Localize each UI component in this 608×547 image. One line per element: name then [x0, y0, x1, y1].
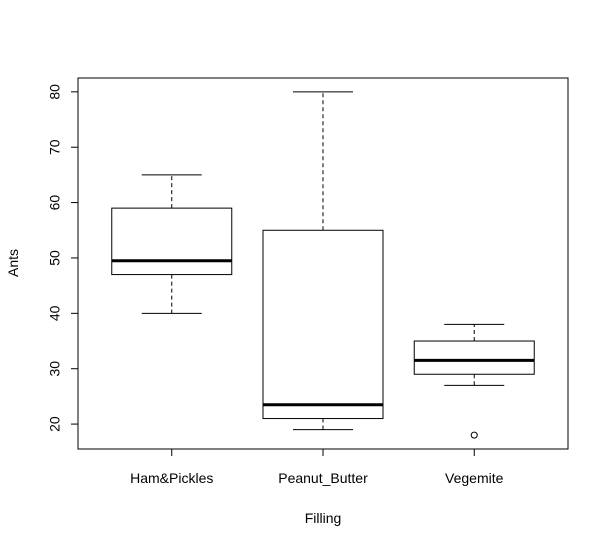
- y-tick-label: 60: [47, 195, 63, 211]
- y-tick-label: 50: [47, 250, 63, 266]
- y-tick-label: 20: [47, 416, 63, 432]
- iqr-box: [413, 340, 535, 375]
- y-axis-title: Ants: [5, 249, 21, 277]
- x-axis-title: Filling: [305, 510, 342, 526]
- x-tick-label: Peanut_Butter: [278, 470, 368, 486]
- y-tick-label: 40: [47, 305, 63, 321]
- x-axis-ticks: Ham&Pickles Peanut_Butter Vegemite: [130, 449, 504, 486]
- x-tick-label: Vegemite: [445, 470, 504, 486]
- box-Ham&Pickles: [111, 174, 233, 314]
- box-Vegemite: [413, 323, 535, 439]
- y-tick-label: 70: [47, 139, 63, 155]
- iqr-box: [262, 229, 384, 420]
- iqr-box: [111, 207, 233, 276]
- outlier-point: [470, 431, 478, 439]
- boxes-group: [111, 91, 535, 439]
- y-tick-label: 30: [47, 361, 63, 377]
- x-tick-label: Ham&Pickles: [130, 470, 213, 486]
- y-axis-ticks: 20 30 40 50 60 70 80: [47, 84, 78, 432]
- box-Peanut_Butter: [262, 91, 384, 431]
- y-tick-label: 80: [47, 84, 63, 100]
